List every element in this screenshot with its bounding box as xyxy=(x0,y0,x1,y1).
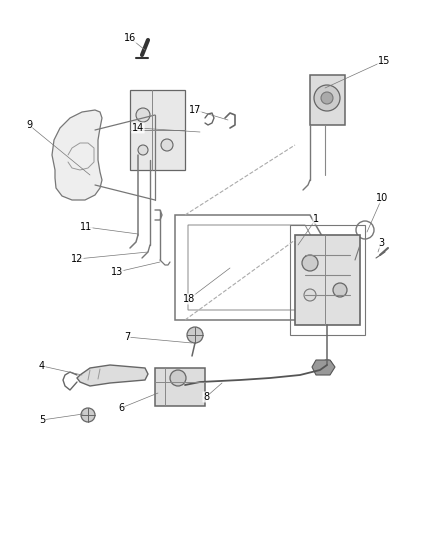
Circle shape xyxy=(303,289,315,301)
Text: 13: 13 xyxy=(111,267,123,277)
Text: 9: 9 xyxy=(26,120,32,130)
Text: 18: 18 xyxy=(183,294,194,304)
Text: 7: 7 xyxy=(124,332,130,342)
Bar xyxy=(309,75,344,125)
Text: 15: 15 xyxy=(377,56,389,66)
Circle shape xyxy=(313,85,339,111)
Circle shape xyxy=(138,145,148,155)
Text: 14: 14 xyxy=(131,123,144,133)
Circle shape xyxy=(161,139,173,151)
Text: 11: 11 xyxy=(80,222,92,232)
Circle shape xyxy=(320,92,332,104)
Text: 6: 6 xyxy=(118,403,124,413)
Circle shape xyxy=(332,283,346,297)
Circle shape xyxy=(170,370,186,386)
Bar xyxy=(294,235,359,325)
Text: 12: 12 xyxy=(71,254,83,264)
Text: 17: 17 xyxy=(188,105,201,115)
Circle shape xyxy=(301,255,317,271)
Polygon shape xyxy=(77,365,148,386)
Circle shape xyxy=(321,360,331,370)
Polygon shape xyxy=(52,110,102,200)
Text: 1: 1 xyxy=(312,214,318,224)
Circle shape xyxy=(136,108,150,122)
Circle shape xyxy=(81,408,95,422)
Bar xyxy=(130,90,184,170)
Text: 8: 8 xyxy=(202,392,208,402)
Text: 5: 5 xyxy=(39,415,45,425)
Polygon shape xyxy=(311,360,334,375)
Bar xyxy=(155,368,205,406)
Text: 16: 16 xyxy=(124,33,136,43)
Text: 10: 10 xyxy=(375,193,387,203)
Text: 4: 4 xyxy=(39,361,45,371)
Circle shape xyxy=(187,327,202,343)
Text: 3: 3 xyxy=(377,238,383,248)
